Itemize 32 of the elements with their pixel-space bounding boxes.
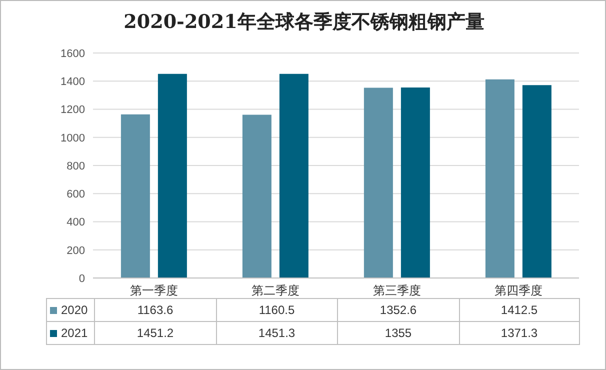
x-tick-label: 第二季度 bbox=[251, 284, 300, 298]
bar bbox=[364, 88, 393, 278]
x-tick-label: 第一季度 bbox=[130, 284, 178, 298]
bar bbox=[279, 74, 308, 278]
bar bbox=[400, 87, 430, 278]
bar bbox=[485, 79, 514, 278]
bar bbox=[522, 85, 552, 278]
y-tick-label: 1200 bbox=[60, 104, 85, 116]
legend-label: 2021 bbox=[61, 326, 88, 340]
data-label: 1163.6 bbox=[94, 299, 216, 321]
bar bbox=[158, 74, 187, 278]
data-label: 1355 bbox=[337, 322, 458, 344]
y-tick-label: 400 bbox=[66, 216, 85, 229]
data-label: 1160.5 bbox=[216, 299, 337, 321]
legend-label: 2020 bbox=[61, 303, 88, 317]
bar bbox=[120, 114, 150, 278]
x-tick-label: 第四季度 bbox=[494, 284, 542, 298]
bar bbox=[242, 114, 272, 278]
y-tick-label: 1600 bbox=[60, 48, 85, 60]
y-tick-label: 800 bbox=[66, 160, 85, 172]
y-tick-label: 200 bbox=[66, 244, 85, 257]
data-label: 1451.2 bbox=[94, 322, 216, 344]
chart-title: 2020-2021年全球各季度不锈钢粗钢产量 bbox=[122, 10, 486, 35]
data-label: 1412.5 bbox=[458, 299, 580, 321]
data-label: 1451.3 bbox=[216, 322, 337, 344]
data-label: 1371.3 bbox=[458, 322, 580, 344]
x-tick-label: 第三季度 bbox=[372, 284, 421, 298]
y-tick-label: 0 bbox=[78, 272, 85, 285]
data-label: 1352.6 bbox=[337, 299, 458, 321]
y-tick-label: 1400 bbox=[60, 76, 85, 88]
y-tick-label: 1000 bbox=[60, 132, 85, 144]
y-tick-label: 600 bbox=[66, 188, 85, 201]
